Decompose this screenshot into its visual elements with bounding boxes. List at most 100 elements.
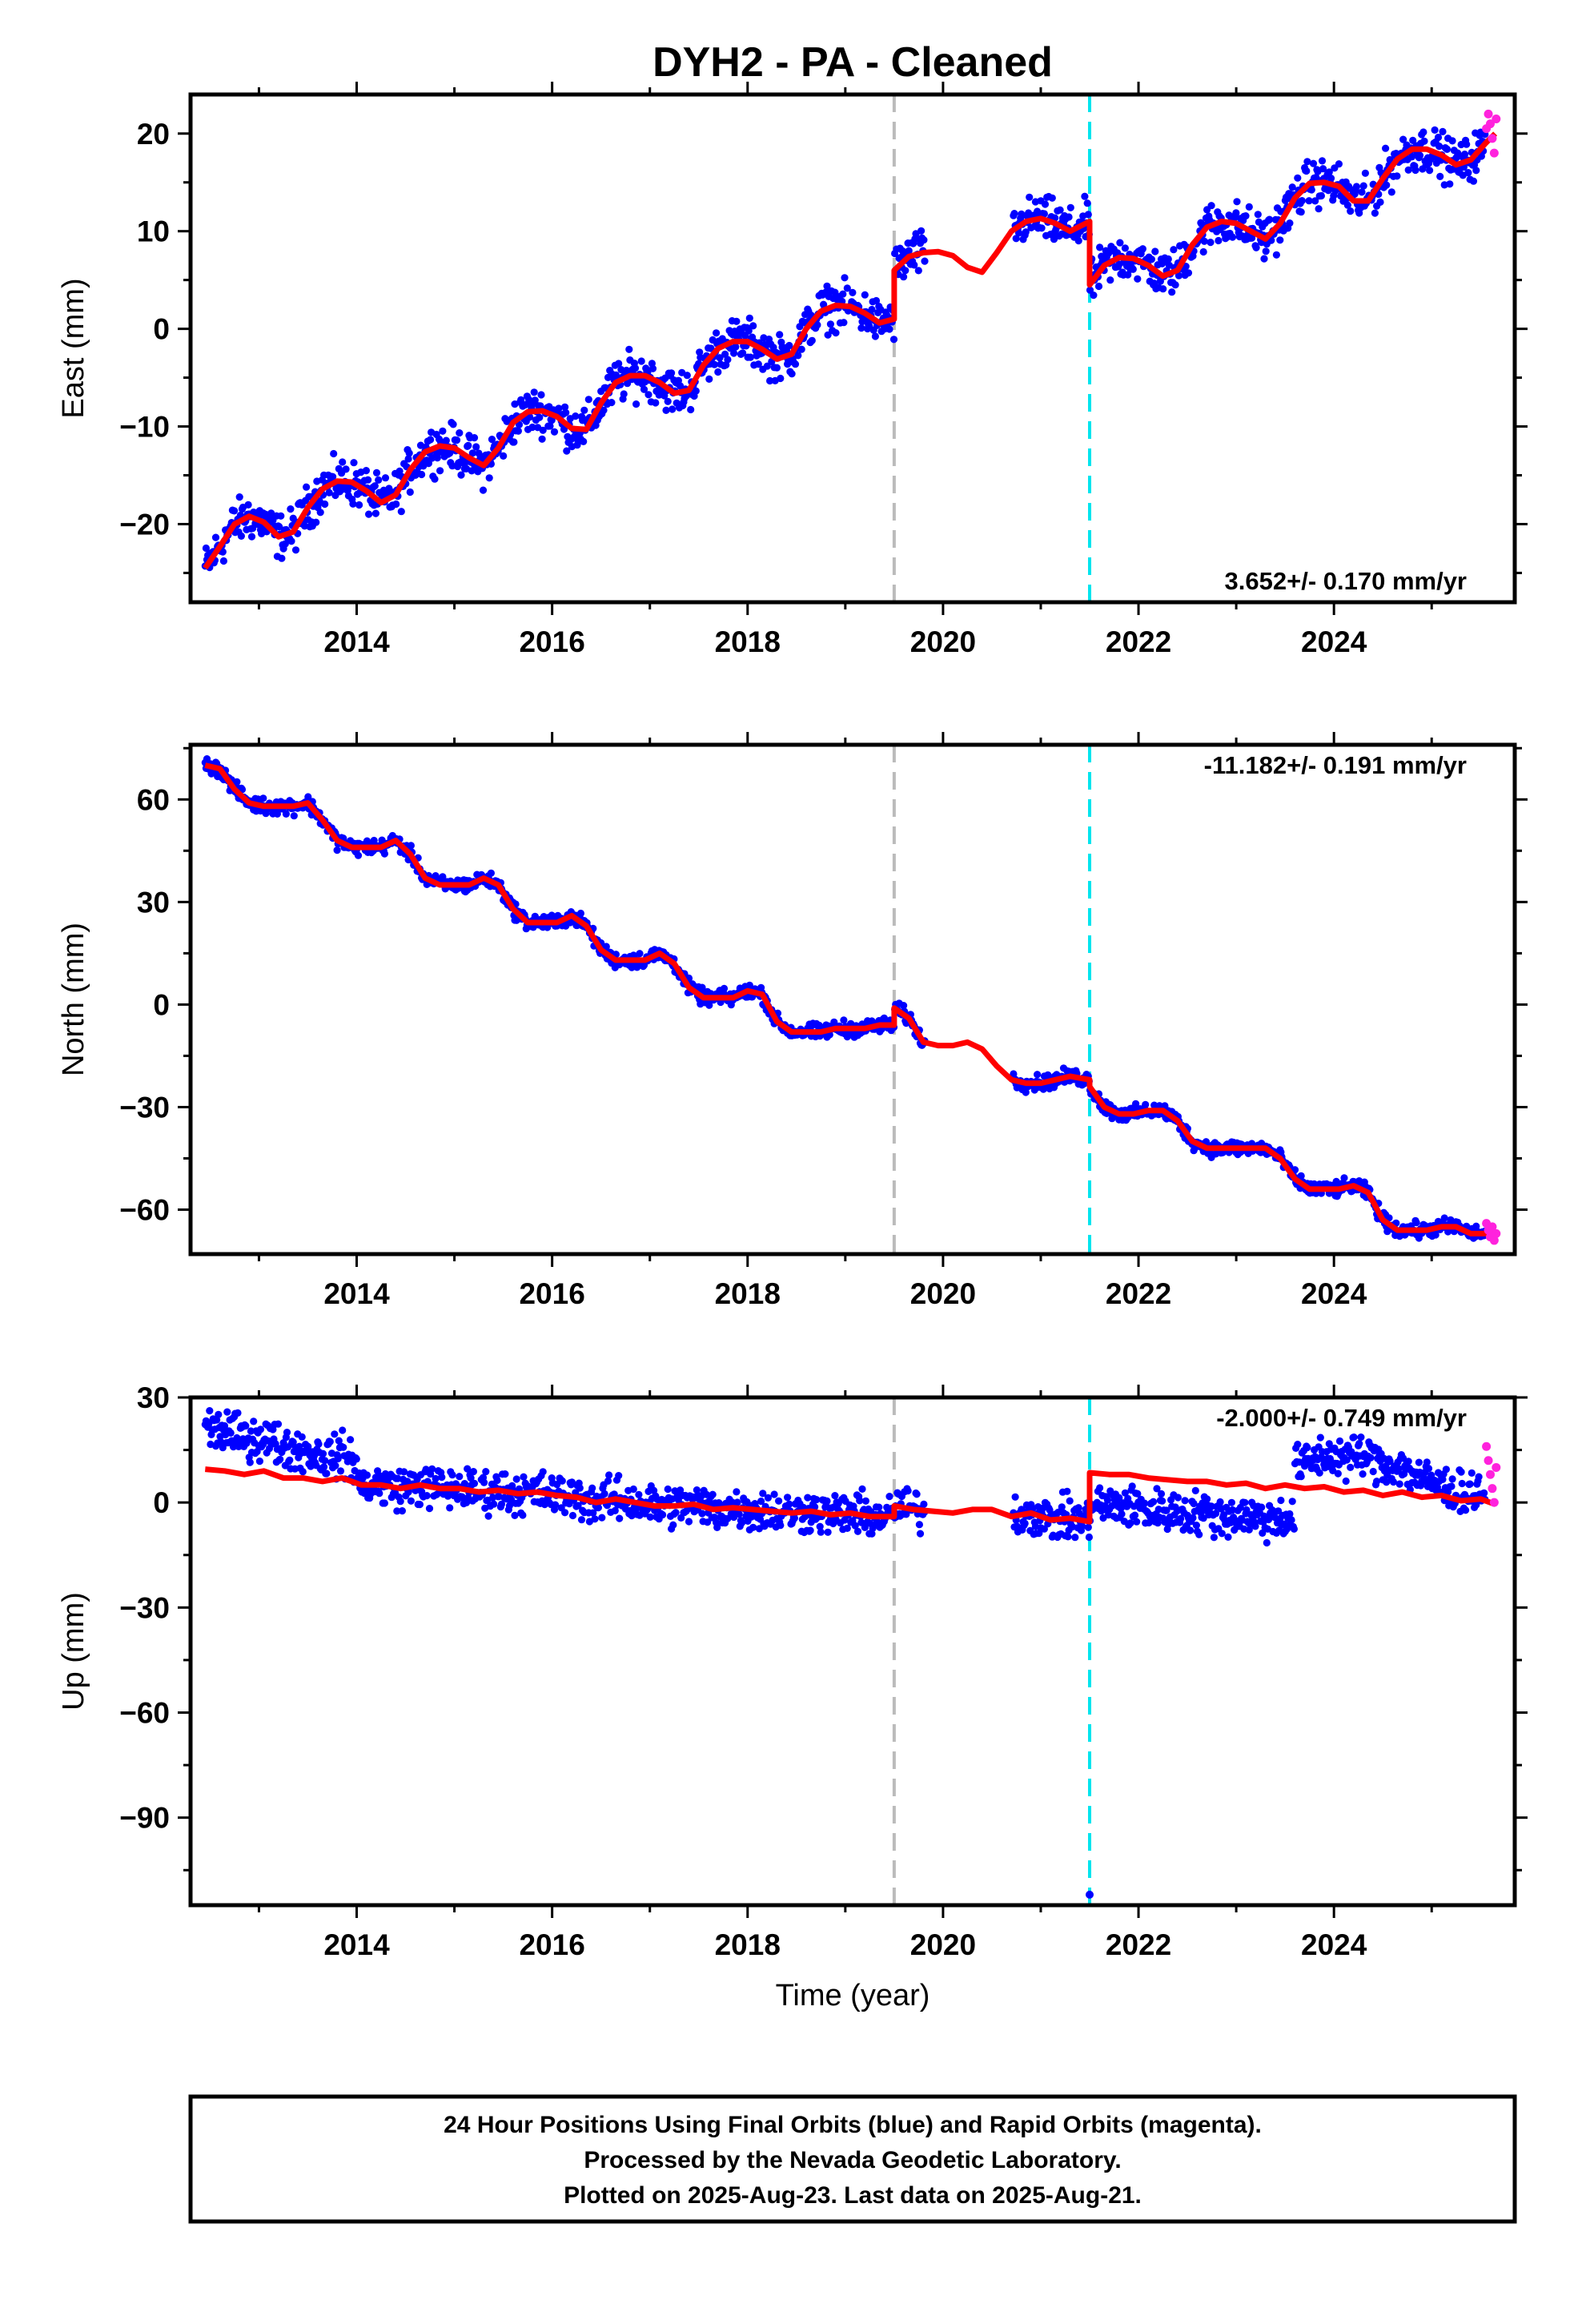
up-point: [253, 1448, 261, 1456]
up-point: [856, 1497, 864, 1505]
up-point: [1245, 1526, 1253, 1534]
up-point: [1192, 1522, 1200, 1530]
east-point: [1199, 247, 1207, 256]
east-point: [275, 523, 283, 531]
up-point: [520, 1473, 528, 1481]
up-point: [1128, 1482, 1136, 1490]
east-point: [664, 397, 672, 405]
up-rapid-point: [1485, 1470, 1495, 1479]
up-xtick-label: 2016: [519, 1928, 584, 1961]
up-point: [576, 1484, 584, 1492]
east-point: [1420, 137, 1428, 145]
up-point: [561, 1509, 569, 1517]
east-point: [1307, 186, 1315, 194]
east-point: [920, 236, 928, 244]
up-point: [552, 1501, 560, 1509]
up-point: [1199, 1514, 1207, 1522]
east-point: [631, 364, 640, 372]
up-point: [1335, 1437, 1344, 1445]
up-point: [215, 1410, 223, 1418]
up-point: [1134, 1490, 1142, 1498]
up-point: [1018, 1506, 1026, 1514]
up-point: [574, 1502, 582, 1510]
east-point: [900, 273, 908, 281]
east-point: [785, 341, 793, 350]
up-point: [1468, 1469, 1476, 1477]
east-point: [1083, 199, 1091, 207]
north-point: [636, 950, 644, 958]
footer-line-1: 24 Hour Positions Using Final Orbits (bl…: [444, 2112, 1262, 2138]
north-xtick-label: 2016: [519, 1277, 584, 1310]
up-point: [1126, 1519, 1134, 1527]
up-point: [274, 1420, 283, 1428]
east-point: [1393, 172, 1401, 180]
east-point: [625, 345, 633, 353]
east-point: [841, 274, 849, 282]
east-point: [832, 329, 840, 337]
east-point: [644, 391, 652, 399]
east-point: [431, 475, 439, 483]
east-point: [1426, 167, 1434, 175]
up-point: [817, 1528, 825, 1536]
east-point: [840, 319, 848, 327]
up-point: [764, 1494, 773, 1502]
up-point: [1207, 1502, 1215, 1510]
up-point: [398, 1507, 406, 1515]
up-point: [1466, 1480, 1474, 1488]
up-point: [1259, 1529, 1267, 1537]
up-point: [1404, 1458, 1412, 1466]
up-point: [519, 1511, 527, 1519]
up-point: [1367, 1454, 1375, 1462]
east-point: [1248, 234, 1256, 242]
north-point: [333, 846, 341, 854]
east-point: [1435, 143, 1443, 151]
up-point: [1021, 1519, 1029, 1527]
east-point: [349, 500, 357, 508]
north-y-axis-label: North (mm): [57, 923, 90, 1076]
up-point: [444, 1492, 452, 1500]
up-point: [1480, 1489, 1488, 1497]
north-point: [705, 1001, 713, 1009]
east-point: [479, 486, 488, 494]
up-point: [1241, 1498, 1249, 1506]
east-point: [710, 360, 719, 368]
up-point: [1130, 1511, 1139, 1519]
up-point: [323, 1470, 331, 1478]
east-point: [364, 476, 372, 484]
east-point: [231, 507, 239, 515]
east-point: [648, 364, 657, 372]
east-point: [1090, 292, 1098, 300]
up-point: [298, 1433, 306, 1441]
east-point: [1387, 188, 1395, 196]
north-final-points: [201, 755, 1489, 1242]
north-point: [487, 869, 496, 877]
up-point: [511, 1511, 519, 1519]
up-point: [1294, 1441, 1302, 1449]
up-xtick-label: 2014: [323, 1928, 390, 1961]
east-point: [713, 329, 721, 337]
up-point: [804, 1494, 812, 1502]
east-point: [871, 332, 879, 340]
up-point: [831, 1492, 839, 1500]
east-point: [560, 425, 568, 433]
east-point: [1065, 213, 1073, 221]
east-point: [1094, 282, 1103, 291]
up-point: [1462, 1506, 1470, 1514]
up-point: [339, 1426, 347, 1434]
up-point: [1288, 1498, 1296, 1506]
east-point: [669, 405, 677, 413]
up-point: [339, 1443, 347, 1451]
up-point: [759, 1490, 767, 1498]
up-point: [242, 1421, 250, 1430]
up-point: [1141, 1499, 1149, 1507]
east-point: [1171, 281, 1179, 289]
east-point: [1022, 228, 1030, 236]
up-point: [1224, 1533, 1232, 1541]
east-point: [342, 465, 350, 473]
east-point: [1309, 159, 1318, 167]
up-point: [1074, 1504, 1082, 1512]
up-point: [1085, 1533, 1093, 1542]
up-point: [1427, 1471, 1435, 1479]
up-x-axis-label: Time (year): [776, 1979, 930, 2012]
